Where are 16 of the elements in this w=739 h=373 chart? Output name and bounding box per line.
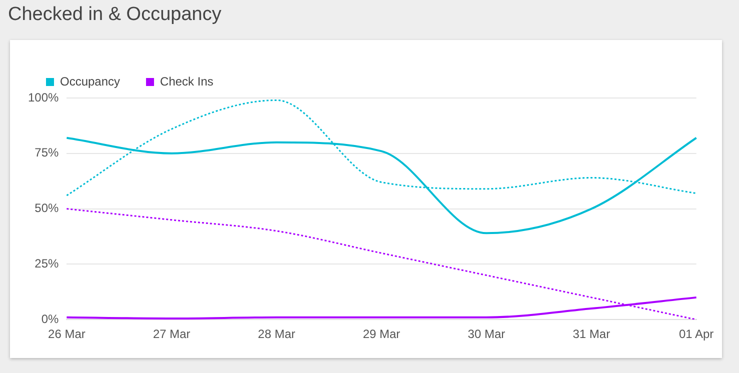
y-tick-label: 0% — [41, 312, 60, 326]
x-tick-label: 30 Mar — [468, 327, 506, 342]
x-tick-label: 01 Apr — [678, 327, 714, 342]
line-series — [66, 208, 698, 320]
chart-title: Checked in & Occupancy — [8, 4, 222, 26]
y-tick-label: 100% — [28, 90, 60, 104]
legend-label: Occupancy — [60, 74, 120, 88]
x-tick-label: 26 Mar — [48, 327, 86, 342]
y-tick-label: 25% — [34, 256, 60, 271]
x-tick-label: 31 Mar — [572, 327, 610, 342]
legend-label: Check Ins — [160, 74, 214, 88]
y-tick-label: 75% — [34, 146, 60, 160]
x-tick-label: 29 Mar — [362, 327, 400, 342]
x-tick-label: 27 Mar — [152, 327, 190, 342]
y-tick-label: 50% — [34, 201, 60, 216]
x-tick-label: 28 Mar — [258, 327, 296, 342]
